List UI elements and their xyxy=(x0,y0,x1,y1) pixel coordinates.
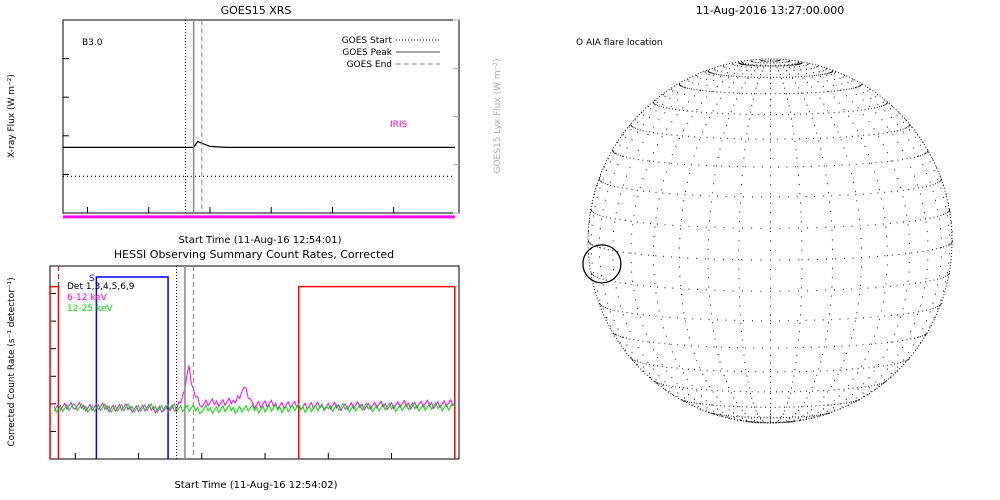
legend-goes-peak: GOES Peak xyxy=(342,48,392,58)
aia-title: 11-Aug-2016 13:27:00.000 xyxy=(696,4,845,17)
hessi-series-0 xyxy=(53,365,456,415)
flare-location-circle xyxy=(582,244,622,284)
hessi-state-1 xyxy=(298,285,456,459)
hessi-title: HESSI Observing Summary Count Rates, Cor… xyxy=(114,248,394,261)
hessi-state-lines xyxy=(49,266,456,459)
aia-legend: O AIA flare location xyxy=(576,38,663,48)
goes-plot-frame xyxy=(62,19,460,214)
legend-6-12: 6-12 keV xyxy=(67,293,108,303)
goes-xrs-panel: GOES15 XRS Start Time (11-Aug-16 12:54:0… xyxy=(7,4,503,246)
goes-series-0 xyxy=(63,140,455,148)
goes-event-lines xyxy=(184,20,203,213)
hessi-y-ticks xyxy=(50,265,56,460)
legend-det: Det 1,3,4,5,6,9 xyxy=(67,282,135,292)
hessi-series-1 xyxy=(53,401,456,415)
goes-y-label: X-ray Flux (W m⁻²) xyxy=(7,74,17,158)
solar-disk-grid xyxy=(582,58,953,424)
hessi-plot-frame xyxy=(49,265,460,460)
legend-12-25: 12-25 keV xyxy=(67,304,113,314)
iris-label: IRIS xyxy=(390,120,408,130)
goes-title: GOES15 XRS xyxy=(221,4,292,17)
hessi-event-lines xyxy=(175,266,194,459)
hessi-series-group xyxy=(53,365,456,415)
goes-x-ticks xyxy=(86,207,395,213)
aia-map-panel: 11-Aug-2016 13:27:00.000 O AIA flare loc… xyxy=(576,4,953,424)
legend-goes-start: GOES Start xyxy=(342,36,393,46)
goes-y2-ticks xyxy=(453,19,459,214)
hessi-state-2 xyxy=(49,285,60,459)
hessi-marker-label: S xyxy=(89,274,95,284)
goes-y-ticks xyxy=(63,19,69,214)
legend-goes-end: GOES End xyxy=(347,60,392,70)
hessi-x-ticks xyxy=(74,453,393,459)
goes-series-group xyxy=(63,140,455,219)
hessi-panel: HESSI Observing Summary Count Rates, Cor… xyxy=(7,248,460,491)
goes-x-label: Start Time (11-Aug-16 12:54:01) xyxy=(178,235,341,246)
goes-y2-label: GOES15 Lyx Flux (W m⁻²) xyxy=(493,59,503,174)
heliographic-grid-dots xyxy=(588,59,953,424)
goes-class-label: B3.0 xyxy=(82,38,103,48)
hessi-x-label: Start Time (11-Aug-16 12:54:02) xyxy=(174,480,337,491)
hessi-y-label: Corrected Count Rate (s⁻¹ detector⁻¹) xyxy=(7,277,17,446)
goes-legend: GOES Start GOES Peak GOES End xyxy=(342,36,440,70)
